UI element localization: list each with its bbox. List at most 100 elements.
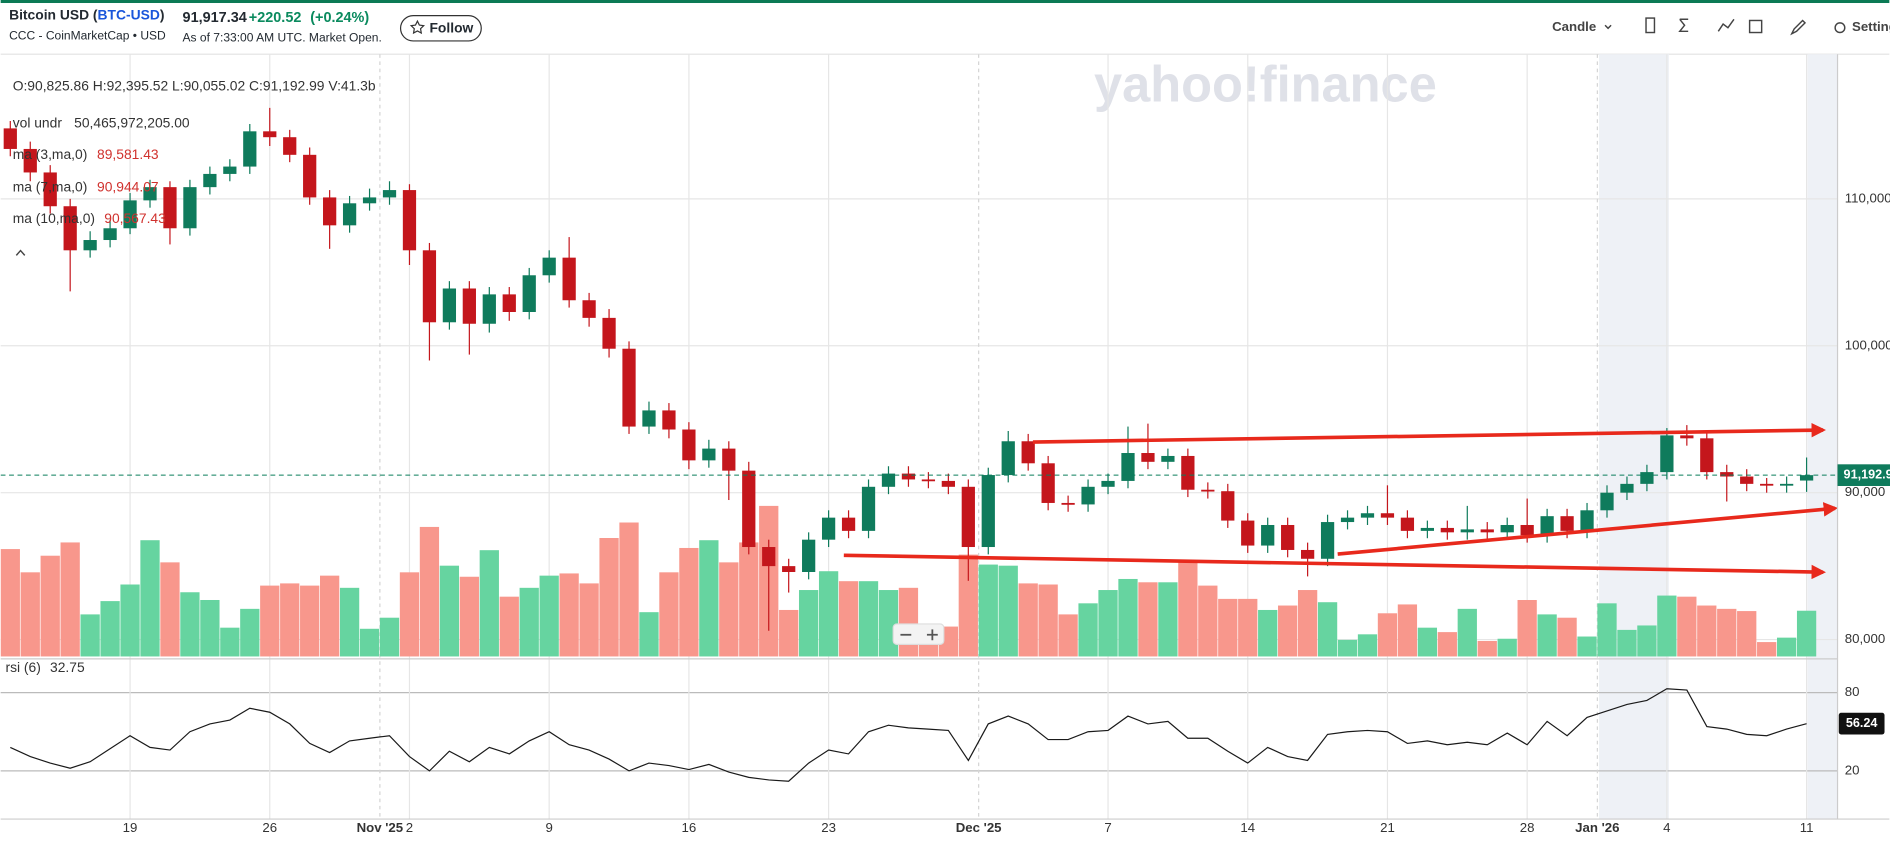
pencil-icon[interactable] [1790, 19, 1807, 36]
candle-body [662, 410, 676, 430]
x-tick-label: 21 [1380, 820, 1395, 835]
volume-bar [320, 575, 340, 657]
legend-volume: V:41.3b [328, 77, 376, 93]
highlight-band [1807, 54, 1838, 820]
candle-body [1101, 480, 1115, 487]
last-price-label: 91,192.99 [1844, 467, 1890, 481]
volume-bar [1038, 584, 1058, 657]
candle-body [1221, 491, 1235, 521]
chart-type-button[interactable]: Candle [1552, 19, 1612, 34]
x-tick-label: 28 [1520, 820, 1535, 835]
indicators-icon[interactable] [1678, 18, 1689, 33]
candle-body [283, 137, 297, 155]
candle-body [1360, 513, 1375, 518]
candle-body [203, 173, 217, 188]
candle-body [961, 486, 975, 548]
candle-body [802, 539, 816, 572]
volume-bar [1776, 637, 1797, 657]
candle-body [323, 197, 337, 226]
follow-label[interactable]: Follow [429, 20, 473, 36]
volume-bar [1377, 613, 1398, 657]
candle-body [861, 486, 876, 531]
volume-bar [878, 590, 899, 657]
zoom-in-icon[interactable] [926, 629, 938, 641]
volume-bar [300, 585, 320, 657]
candle-body [362, 197, 377, 204]
volume-bar [519, 587, 539, 657]
candle-body [462, 288, 476, 324]
candle-body [303, 154, 317, 198]
follow-button[interactable]: Follow [399, 15, 482, 42]
candle-body [901, 473, 916, 480]
candle-body [263, 131, 277, 138]
zoom-control[interactable] [892, 623, 945, 646]
caret-icon[interactable] [1604, 24, 1612, 30]
volume-bar [1796, 610, 1817, 657]
trend-arrow [843, 553, 1826, 580]
volume-bar [1218, 598, 1238, 657]
quote-change-pct: (+0.24%) [310, 10, 369, 26]
candle-body [1041, 463, 1055, 503]
settings-icon[interactable] [1834, 22, 1846, 34]
price-pane [0, 107, 1838, 657]
y-tick-label: 80,000 [1845, 631, 1885, 646]
volume-bar [818, 571, 839, 657]
candle-body [442, 288, 457, 323]
candle-body [183, 187, 197, 229]
x-tick-label: 14 [1240, 820, 1255, 835]
axes: 80,000 90,000 100,000 110,000 20 80 19 26 Nov '2… [0, 54, 1890, 835]
volume-bar [100, 601, 120, 657]
volume-bar [898, 587, 919, 657]
drawing-icon[interactable] [1717, 18, 1735, 32]
follow-button-frame[interactable] [399, 15, 482, 42]
volume-bar [958, 554, 978, 657]
volume-bar [1178, 562, 1198, 657]
candle-body [1201, 489, 1215, 492]
settings-label[interactable]: Settings [1852, 19, 1890, 34]
volume-bar [1278, 605, 1298, 657]
zoom-frame[interactable] [892, 623, 945, 646]
volume-bar [1317, 602, 1338, 657]
candle-body [223, 166, 237, 174]
follow-star-icon[interactable] [409, 19, 425, 35]
x-tick-label: 16 [682, 820, 697, 835]
candle-body [1440, 527, 1454, 533]
candle-body [1760, 483, 1774, 486]
candle-body [123, 200, 137, 229]
legend-indicator-name: vol undr [13, 115, 63, 131]
volume-bar [1058, 614, 1078, 657]
x-tick-label: 7 [1104, 820, 1111, 835]
events-icon[interactable] [1748, 19, 1763, 34]
candle-body [1181, 455, 1195, 490]
volume-bar [1198, 585, 1218, 657]
volume-bar [1118, 578, 1138, 657]
volume-bar [499, 596, 519, 657]
volume-bar [1517, 599, 1537, 657]
volume-bar [220, 627, 240, 657]
candle-body [1021, 441, 1035, 464]
volume-bar [1697, 605, 1717, 657]
volume-bar [579, 583, 599, 657]
collapse-icon[interactable] [15, 249, 26, 256]
rsi-legend-value: 32.75 [50, 659, 85, 675]
volume-bar [1717, 608, 1737, 657]
volume-bar [719, 562, 739, 657]
chart-type-label[interactable]: Candle [1552, 19, 1596, 34]
volume-bar [200, 599, 220, 657]
candle-body [402, 190, 417, 251]
candle-body [342, 203, 357, 226]
candle-body [1660, 435, 1674, 473]
candle-body [1799, 475, 1814, 481]
candle-body [1241, 520, 1255, 546]
volume-bar [539, 575, 559, 657]
candle-body [1300, 549, 1315, 559]
volume-bar [260, 585, 280, 657]
volume-bar [1158, 582, 1178, 657]
quote-paren: ) [160, 6, 165, 22]
legend-indicator-value: 89,581.43 [97, 146, 159, 162]
compare-icon[interactable] [1645, 17, 1656, 34]
volume-bar [679, 547, 699, 657]
candle-body [1520, 524, 1534, 536]
volume-bar [1457, 608, 1477, 657]
volume-bar [40, 555, 60, 657]
